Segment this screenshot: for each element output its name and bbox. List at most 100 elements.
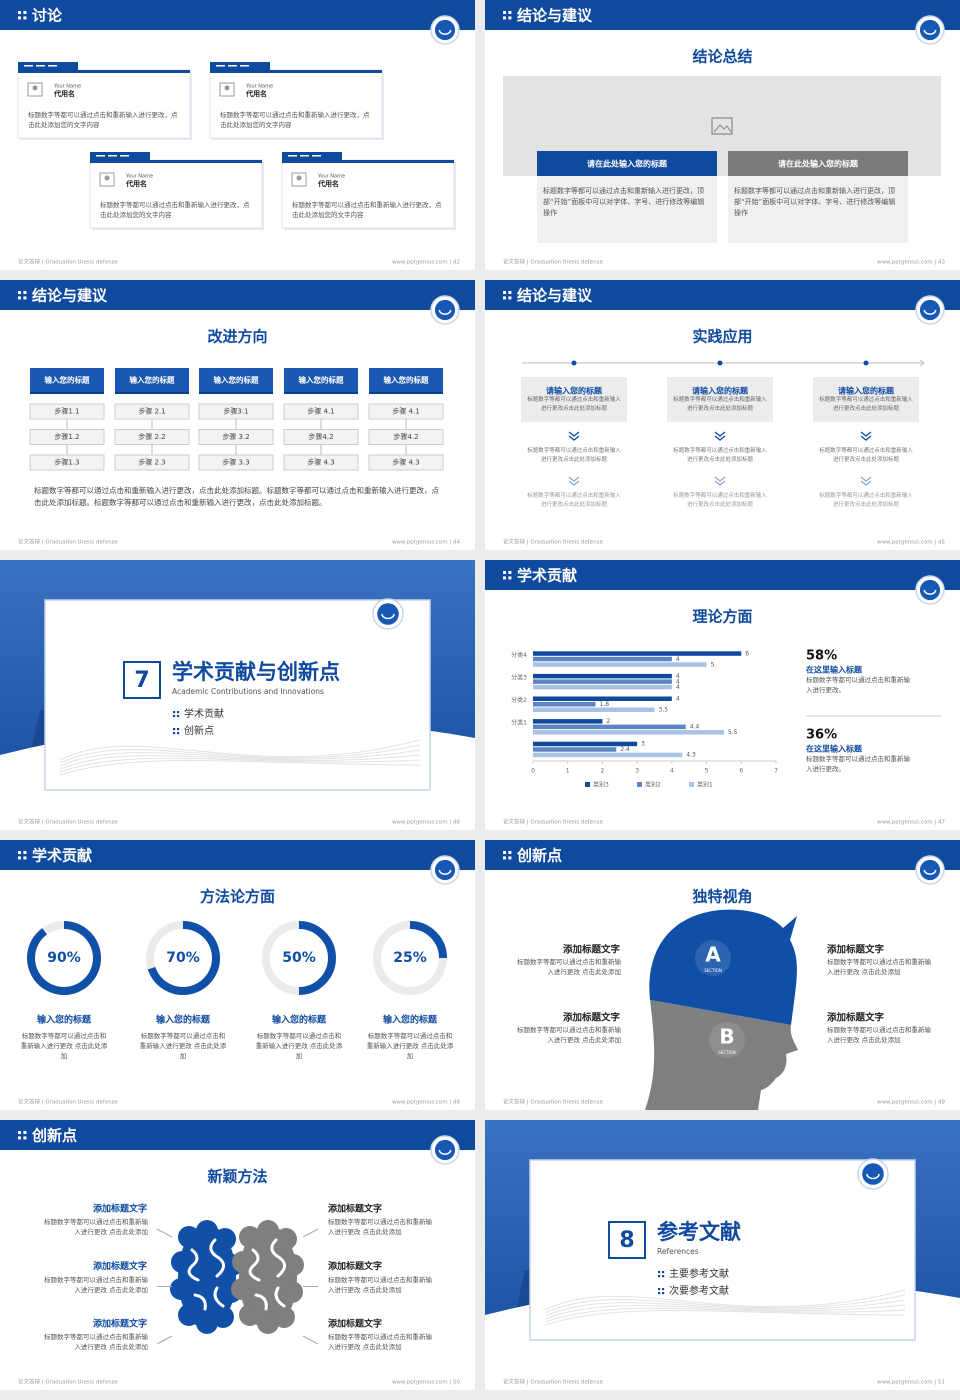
- item-text-box: 标题数字等都可以通过点击和重新输入进行更改 点击此处添加: [827, 958, 931, 976]
- step-header-text: 输入您的标题: [130, 375, 175, 385]
- item-title: 添加标题文字: [563, 1012, 621, 1024]
- bullet-icon: [23, 851, 27, 854]
- bar: [533, 656, 672, 662]
- practice-text-box: 标题数字等都可以通过点击和重新输入进行更改点击此处添加标题: [819, 448, 913, 463]
- timeline-dot: [863, 360, 869, 366]
- slide: 创新点独特视角ASECTIONBSECTION添加标题文字标题数字等都可以通过点…: [485, 840, 960, 1110]
- bar: [533, 747, 617, 752]
- step-header-text: 输入您的标题: [214, 375, 259, 385]
- item-text-box: 标题数字等都可以通过点击和重新输入进行更改 点击此处添加: [44, 1218, 148, 1236]
- card-name: 代用名: [317, 179, 339, 188]
- item-title: 添加标题文字: [93, 1260, 147, 1272]
- logo: [919, 299, 941, 321]
- logo: [919, 579, 941, 601]
- practice-text: 标题数字等都可以通过点击和重新输入进行更改点击此处添加标题: [673, 397, 767, 412]
- section-number: 8: [619, 1228, 634, 1253]
- practice-text: 标题数字等都可以通过点击和重新输入进行更改点击此处添加标题: [527, 448, 621, 463]
- step-text: 步骤 4.1: [307, 407, 334, 416]
- section-letter: B: [719, 1025, 734, 1049]
- donut-arc: [27, 921, 101, 995]
- slide-title: 方法论方面: [200, 888, 275, 906]
- bullet-icon: [18, 11, 21, 14]
- box-body: [728, 176, 908, 243]
- brain-right-fold: [248, 1238, 286, 1311]
- logo: [434, 299, 456, 321]
- item-title: 添加标题文字: [827, 944, 885, 956]
- step-text: 步骤 2.1: [138, 407, 165, 416]
- logo: [434, 859, 456, 881]
- slide-title: 结论总结: [692, 48, 752, 66]
- bar: [533, 724, 686, 730]
- legend-swatch: [689, 782, 694, 787]
- brain-right-bump: [232, 1251, 254, 1273]
- step-text: 步骤 3.3: [222, 458, 249, 467]
- section-title: 学术贡献与创新点: [172, 660, 340, 684]
- step-box: [368, 454, 444, 471]
- footer-left: 论文答辩 | Graduation thesis defense: [18, 538, 118, 546]
- bullet-icon: [661, 1288, 665, 1291]
- item-text: 标题数字等都可以通过点击和重新输入进行更改 点击此处添加: [517, 1026, 621, 1045]
- brain-right-bump: [239, 1304, 261, 1326]
- practice-text: 标题数字等都可以通过点击和重新输入进行更改点击此处添加标题: [673, 448, 767, 463]
- card-name-en: Your Name: [245, 84, 273, 90]
- footer-left: 论文答辩 | Graduation thesis defense: [503, 1098, 603, 1106]
- practice-text: 标题数字等都可以通过点击和重新输入进行更改点击此处添加标题: [673, 493, 767, 508]
- bullet-icon: [23, 16, 27, 20]
- bar: [533, 679, 672, 684]
- header-title: 创新点: [516, 847, 562, 865]
- tab-dash: [108, 155, 117, 157]
- brain-right-bump: [239, 1226, 261, 1248]
- bar-value-label: 4.3: [686, 752, 696, 759]
- card-text: 标题数字等都可以通过点击和重新输入进行更改，点击此处添加您的文字内容: [100, 201, 250, 220]
- step-header-text: 输入您的标题: [384, 375, 429, 385]
- box-text: 标题数字等都可以通过点击和重新输入进行更改，顶部“开始”面板中可以对字体、字号、…: [543, 187, 705, 217]
- header-bar: [485, 0, 960, 30]
- practice-text: 标题数字等都可以通过点击和重新输入进行更改点击此处添加标题: [819, 493, 913, 508]
- image-icon: [711, 117, 733, 135]
- logo-swirl: [438, 29, 452, 35]
- section-item: 主要参考文献: [669, 1267, 729, 1280]
- logo-swirl: [866, 1173, 880, 1180]
- bullet-icon: [23, 1136, 27, 1140]
- practice-title: 请输入您的标题: [838, 386, 895, 396]
- bullet-icon: [503, 856, 506, 860]
- practice-text-box: 标题数字等都可以通过点击和重新输入进行更改点击此处添加标题: [819, 493, 913, 508]
- bar: [533, 684, 672, 690]
- item-text: 标题数字等都可以通过点击和重新输入进行更改 点击此处添加: [44, 1333, 148, 1352]
- box-title: 请在此处输入您的标题: [587, 159, 668, 169]
- bar: [533, 662, 707, 667]
- item-text-box: 标题数字等都可以通过点击和重新输入进行更改 点击此处添加: [44, 1276, 148, 1294]
- chevron: [860, 431, 872, 441]
- tab-dash: [96, 155, 105, 157]
- footer-left: 论文答辩 | Graduation thesis defense: [503, 538, 603, 546]
- section-item: 学术贡献: [184, 707, 224, 720]
- logo-swirl: [923, 869, 937, 875]
- wave-line: [59, 739, 421, 761]
- donut-title: 输入您的标题: [383, 1014, 438, 1026]
- bullet-icon: [503, 296, 506, 300]
- footer-right: www.pptgenius.com | 45: [877, 540, 945, 546]
- section-sub: SECTION: [718, 1050, 736, 1055]
- box-text-box: 标题数字等都可以通过点击和重新输入进行更改，顶部“开始”面板中可以对字体、字号、…: [543, 187, 705, 217]
- step-box: [283, 454, 359, 471]
- donut-text-box: 标题数字等都可以通过点击和重新输入进行更改 点击此处添加: [21, 1032, 108, 1060]
- card: [209, 69, 383, 139]
- header-title: 结论与建议: [32, 287, 108, 305]
- brain-right-bump: [281, 1281, 303, 1303]
- bar-value-label: 3.5: [659, 707, 669, 714]
- bar-value-label: 6: [745, 650, 749, 657]
- bar: [533, 651, 742, 656]
- chevron: [568, 431, 580, 441]
- step-text: 步骤 2.3: [138, 458, 165, 467]
- section-number: 7: [134, 668, 149, 693]
- tab-dash: [312, 155, 321, 157]
- card-text: 标题数字等都可以通过点击和重新输入进行更改，点击此处添加您的文字内容: [220, 111, 370, 130]
- step-text: 步骤 3.2: [222, 432, 249, 441]
- box-header: [728, 151, 908, 176]
- timeline-dot: [717, 360, 723, 366]
- stat-title: 在这里输入标题: [806, 665, 863, 675]
